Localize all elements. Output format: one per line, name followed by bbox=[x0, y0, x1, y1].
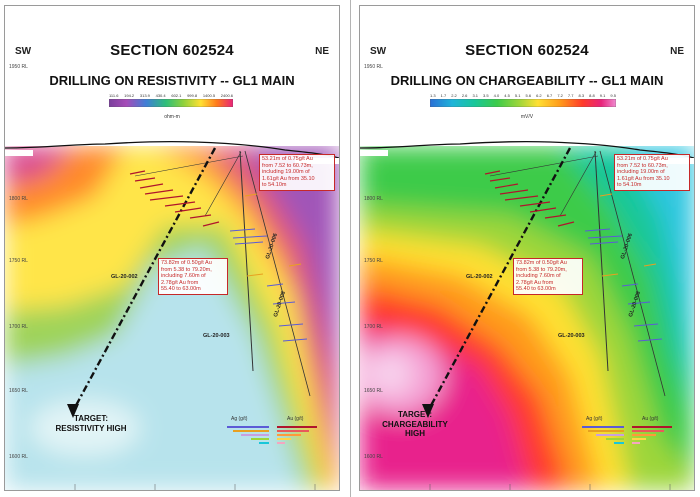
callout-line: 2.78g/t Au from bbox=[516, 279, 554, 286]
callout-line: 55.40 to 63.00m bbox=[161, 286, 201, 292]
chargeability-section-map bbox=[360, 136, 694, 490]
target-line: RESISTIVITY HIGH bbox=[55, 423, 127, 433]
legend-ag: Ag (g/t) bbox=[586, 416, 603, 422]
tick: 9.1 bbox=[599, 93, 606, 98]
resistivity-colorbar bbox=[109, 99, 233, 107]
callout-line: 73.82m of 0.50g/t Au bbox=[161, 260, 212, 266]
tick: 9.5 bbox=[610, 93, 616, 98]
rl-label: 1700 RL bbox=[364, 324, 383, 330]
tick: 5.6 bbox=[525, 93, 532, 98]
callout-line: 1.61g/t Au from 35.10 bbox=[262, 175, 315, 182]
chargeability-colorbar bbox=[430, 99, 616, 107]
rl-label: 1750 RL bbox=[9, 258, 28, 264]
rl-label: 1600 RL bbox=[364, 454, 383, 460]
tick: 2.2 bbox=[451, 93, 457, 98]
tick: 2400.6 bbox=[220, 93, 233, 98]
assay-callout-lower: 73.82m of 0.50g/t Au from 5.38 to 79.20m… bbox=[158, 258, 228, 295]
callout-line: 53.21m of 0.75g/t Au bbox=[262, 156, 313, 162]
assay-callout-upper: 53.21m of 0.75g/t Au from 7.52 to 60.73m… bbox=[614, 154, 690, 191]
hole-label-gl-20-002: GL-20-002 bbox=[111, 274, 138, 280]
target-line: TARGET: bbox=[397, 410, 433, 419]
colorbar-unit: mV/V bbox=[520, 114, 534, 120]
section-title: SECTION 602524 bbox=[110, 42, 234, 59]
callout-line: 73.82m of 0.50g/t Au bbox=[516, 260, 567, 266]
callout-line: to 54.10m bbox=[262, 182, 287, 188]
tick: 313.9 bbox=[139, 93, 150, 98]
target-line: HIGH bbox=[405, 429, 425, 438]
tick: 8.3 bbox=[578, 93, 585, 98]
tick: 2.6 bbox=[461, 93, 468, 98]
tick: 6.7 bbox=[546, 93, 553, 98]
rl-label: 1800 RL bbox=[364, 196, 383, 202]
callout-line: 53.21m of 0.75g/t Au bbox=[617, 156, 668, 162]
callout-line: including 7.60m of bbox=[161, 273, 206, 279]
target-label: TARGET: RESISTIVITY HIGH bbox=[41, 414, 141, 433]
resistivity-section-map bbox=[5, 136, 339, 490]
tick: 4.5 bbox=[504, 93, 510, 98]
callout-line: from 5.38 to 79.20m, bbox=[516, 266, 567, 273]
tick: 1400.5 bbox=[202, 93, 216, 98]
callout-line: 1.61g/t Au from 35.10 bbox=[617, 175, 670, 182]
rl-label: 1800 RL bbox=[9, 196, 28, 202]
tick: 999.8 bbox=[187, 93, 198, 98]
hole-label-gl-20-002: GL-20-002 bbox=[466, 274, 493, 280]
callout-line: from 7.52 to 60.73m, bbox=[617, 162, 668, 169]
target-line: CHARGEABILITY bbox=[382, 419, 448, 429]
callout-line: 55.40 to 63.00m bbox=[516, 286, 556, 292]
assay-callout-lower: 73.82m of 0.50g/t Au from 5.38 to 79.20m… bbox=[513, 258, 583, 295]
tick: 7.7 bbox=[567, 93, 574, 98]
target-line: TARGET: bbox=[73, 414, 109, 423]
assay-legend-bars bbox=[227, 426, 317, 444]
tick: 602.1 bbox=[171, 93, 182, 98]
colorbar-ticks: 111.6 194.2 313.9 430.4 602.1 999.8 1400… bbox=[109, 93, 233, 98]
panel-divider bbox=[350, 0, 351, 497]
section-subtitle: DRILLING ON CHARGEABILITY -- GL1 MAIN bbox=[390, 73, 664, 88]
tick: 194.2 bbox=[124, 93, 135, 98]
tick: 6.2 bbox=[536, 93, 542, 98]
rl-label: 1750 RL bbox=[364, 258, 383, 264]
tick: 4.0 bbox=[493, 93, 500, 98]
callout-line: from 7.52 to 60.73m, bbox=[262, 162, 313, 169]
callout-line: including 7.60m of bbox=[516, 273, 561, 279]
hole-label-gl-20-003: GL-20-003 bbox=[203, 333, 230, 339]
section-title: SECTION 602524 bbox=[465, 42, 589, 59]
rl-label-top: 1950 RL bbox=[9, 64, 28, 70]
legend-ag: Ag (g/t) bbox=[231, 416, 248, 422]
legend-au: Au (g/t) bbox=[287, 416, 304, 422]
target-label: TARGET: CHARGEABILITY HIGH bbox=[370, 410, 460, 439]
callout-line: from 5.38 to 79.20m, bbox=[161, 266, 212, 273]
callout-line: 2.78g/t Au from bbox=[161, 279, 199, 286]
tick: 111.6 bbox=[109, 93, 119, 98]
assay-legend-bars bbox=[582, 426, 672, 444]
tick: 5.1 bbox=[514, 93, 521, 98]
tick: 3.1 bbox=[472, 93, 478, 98]
callout-line: to 54.10m bbox=[617, 182, 642, 188]
legend-au: Au (g/t) bbox=[642, 416, 659, 422]
tick: 1.7 bbox=[440, 93, 447, 98]
rl-label-top: 1950 RL bbox=[364, 64, 383, 70]
colorbar-unit: ohm-m bbox=[164, 114, 180, 120]
rl-label: 1700 RL bbox=[9, 324, 28, 330]
ne-label: NE bbox=[315, 46, 329, 57]
tick: 8.8 bbox=[589, 93, 595, 98]
rl-label: 1650 RL bbox=[9, 388, 28, 394]
resistivity-panel: SW NE SECTION 602524 DRILLING ON RESISTI… bbox=[4, 5, 340, 491]
callout-line: including 19.00m of bbox=[262, 169, 310, 175]
section-subtitle: DRILLING ON RESISTIVITY -- GL1 MAIN bbox=[49, 73, 295, 88]
tick: 3.5 bbox=[483, 93, 489, 98]
sw-label: SW bbox=[15, 46, 32, 57]
assay-callout-upper: 53.21m of 0.75g/t Au from 7.52 to 60.73m… bbox=[259, 154, 335, 191]
tick: 430.4 bbox=[155, 93, 166, 98]
rl-label: 1600 RL bbox=[9, 454, 28, 460]
colorbar-ticks: 1.3 1.7 2.2 2.6 3.1 3.5 4.0 4.5 5.1 5.6 … bbox=[430, 93, 616, 98]
callout-line: including 19.00m of bbox=[617, 169, 665, 175]
rl-label: 1650 RL bbox=[364, 388, 383, 394]
tick: 1.3 bbox=[430, 93, 436, 98]
sw-label: SW bbox=[370, 46, 387, 57]
hole-label-gl-20-003: GL-20-003 bbox=[558, 333, 585, 339]
tick: 7.2 bbox=[557, 93, 563, 98]
ne-label: NE bbox=[670, 46, 684, 57]
chargeability-panel: SW NE SECTION 602524 DRILLING ON CHARGEA… bbox=[359, 5, 695, 491]
